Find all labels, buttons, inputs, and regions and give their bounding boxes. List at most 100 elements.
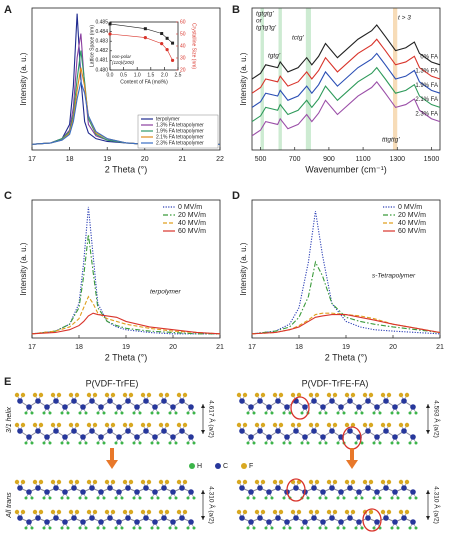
- atom: [414, 496, 418, 500]
- atom: [98, 434, 104, 440]
- atom: [392, 404, 398, 410]
- atom: [78, 441, 82, 445]
- atom: [98, 489, 104, 495]
- atom: [89, 398, 95, 404]
- series-line: [251, 260, 441, 335]
- atom: [114, 496, 118, 500]
- atom: [116, 434, 122, 440]
- point: [143, 27, 147, 31]
- atom: [66, 411, 70, 415]
- atom: [179, 485, 185, 491]
- atom-key: [215, 463, 221, 469]
- atom: [296, 422, 302, 428]
- atom: [30, 441, 34, 445]
- atom: [260, 392, 266, 398]
- atom: [272, 509, 278, 515]
- atom: [116, 489, 122, 495]
- atom: [360, 526, 364, 530]
- atom: [56, 509, 62, 515]
- spacing-label: 4.310 Å (a/2): [207, 486, 216, 524]
- highlight: [286, 478, 306, 502]
- atom: [138, 411, 142, 415]
- atom: [336, 526, 340, 530]
- point: [170, 58, 175, 63]
- series-line: [251, 38, 441, 94]
- legend-label: 2.1% FA tetrapolymer: [156, 134, 204, 140]
- atom: [390, 496, 394, 500]
- atom: [293, 485, 299, 491]
- atom: [362, 479, 368, 485]
- y2-tick-label: 20: [180, 67, 186, 73]
- atom: [68, 509, 74, 515]
- atom: [356, 404, 362, 410]
- atom: [264, 526, 268, 530]
- structure-title: P(VDF-TrFE-FA): [302, 378, 369, 388]
- x-tick-label: 22: [216, 156, 224, 163]
- atom: [62, 489, 68, 495]
- atom: [324, 441, 328, 445]
- atom: [186, 441, 190, 445]
- atom: [102, 441, 106, 445]
- legend-label: 60 MV/m: [178, 228, 206, 235]
- atom: [248, 489, 254, 495]
- atom: [410, 404, 416, 410]
- atom: [338, 489, 344, 495]
- atom: [288, 526, 292, 530]
- atom: [293, 428, 299, 434]
- atom: [350, 479, 356, 485]
- x-tick-label: 20: [169, 344, 177, 351]
- y2-axis-label: Crystalline Size (nm): [191, 23, 197, 69]
- atom: [378, 411, 382, 415]
- atom: [404, 392, 410, 398]
- series-line: [251, 52, 441, 108]
- atom: [150, 441, 154, 445]
- spacing-label: 4.310 Å (a/2): [432, 486, 441, 524]
- atom: [122, 509, 128, 515]
- atom: [78, 526, 82, 530]
- atom: [89, 485, 95, 491]
- atom: [188, 434, 194, 440]
- atom: [302, 434, 308, 440]
- atom: [24, 496, 28, 500]
- atom: [44, 519, 50, 525]
- atom: [242, 392, 248, 398]
- atom: [53, 515, 59, 521]
- atom: [152, 489, 158, 495]
- atom: [260, 422, 266, 428]
- series-label: 0% FA: [420, 55, 438, 61]
- atom: [138, 496, 142, 500]
- atom: [288, 441, 292, 445]
- annotation: or: [256, 18, 263, 25]
- atom: [92, 479, 98, 485]
- atom: [66, 496, 70, 500]
- atom: [125, 485, 131, 491]
- atom: [314, 509, 320, 515]
- atom: [354, 496, 358, 500]
- legend-label: 40 MV/m: [398, 220, 426, 227]
- atom: [254, 509, 260, 515]
- atom: [386, 392, 392, 398]
- atom: [30, 526, 34, 530]
- atom: [53, 398, 59, 404]
- atom: [116, 404, 122, 410]
- atom: [48, 496, 52, 500]
- annotation: tgtgtg': [256, 11, 274, 18]
- atom: [102, 526, 106, 530]
- atom: [14, 422, 20, 428]
- atom: [56, 392, 62, 398]
- atom: [372, 411, 376, 415]
- atom: [264, 496, 268, 500]
- atom: [164, 479, 170, 485]
- atom: [408, 496, 412, 500]
- atom: [324, 526, 328, 530]
- spacing-arrow: [201, 490, 205, 494]
- atom: [161, 485, 167, 491]
- atom: [374, 489, 380, 495]
- atom: [170, 434, 176, 440]
- atom: [56, 422, 62, 428]
- atom: [326, 392, 332, 398]
- atom: [239, 428, 245, 434]
- row-label: All trans: [6, 492, 13, 519]
- atom: [311, 428, 317, 434]
- annotation: tg'tg'tg': [256, 25, 277, 32]
